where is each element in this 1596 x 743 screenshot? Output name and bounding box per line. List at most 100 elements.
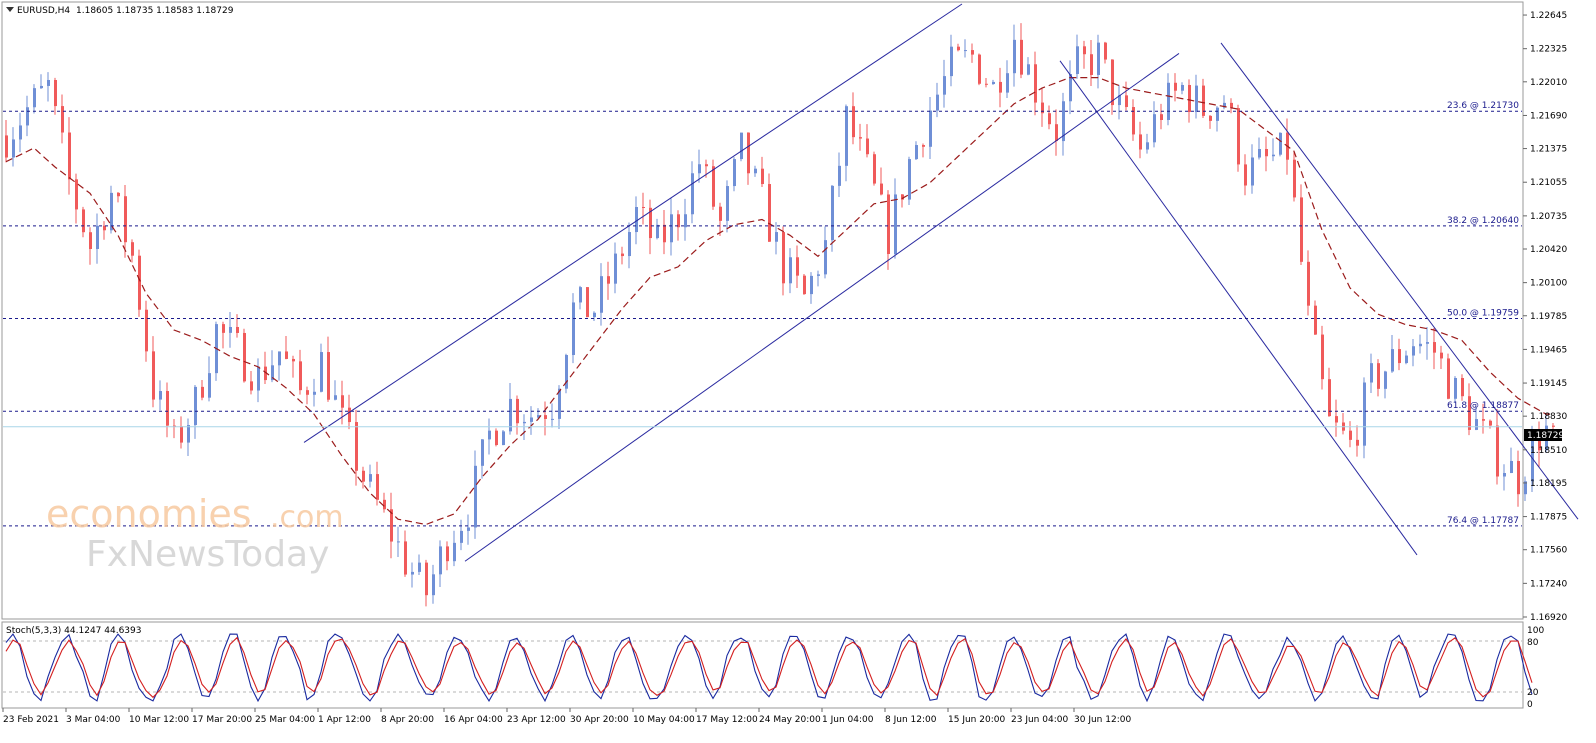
candle-body	[922, 145, 925, 147]
candle-body	[1321, 334, 1324, 380]
candle-body	[334, 395, 337, 400]
candle-body	[1482, 419, 1485, 421]
candle-body	[901, 194, 904, 200]
y-tick-label: 1.18195	[1530, 479, 1567, 489]
candle-body	[292, 358, 295, 362]
candle-body	[68, 132, 71, 180]
candle-body	[1398, 349, 1401, 364]
candle-body	[1377, 363, 1380, 389]
candle-body	[1279, 132, 1282, 155]
candle-body	[355, 422, 358, 471]
fib-level-label: 76.4 @ 1.17787	[1447, 516, 1519, 526]
y-tick-label: 1.17875	[1530, 513, 1567, 523]
stoch-panel[interactable]: Stoch(5,3,3) 44.1247 44.6393 100 80 20 0	[1, 621, 1544, 710]
y-tick-label: 1.18510	[1530, 446, 1567, 456]
candle-body	[579, 287, 582, 303]
candle-body	[201, 386, 204, 398]
candle-body	[1468, 396, 1471, 430]
candle-body	[684, 214, 687, 228]
candle-body	[838, 165, 841, 186]
candle-body	[866, 138, 869, 155]
candle-body	[446, 546, 449, 562]
candle-body	[285, 351, 288, 359]
y-tick-label: 1.19145	[1530, 379, 1567, 389]
candle-body	[117, 192, 120, 197]
trend-channel-line[interactable]	[1059, 60, 1418, 556]
x-tick-label: 15 Jun 20:00	[948, 715, 1005, 725]
candle-body	[1216, 107, 1219, 121]
trend-channel-line[interactable]	[303, 3, 963, 443]
candle-body	[159, 391, 162, 400]
triangle-down-icon[interactable]	[6, 7, 14, 12]
candle-body	[1132, 107, 1135, 135]
candle-body	[495, 430, 498, 446]
x-tick-label: 30 Apr 20:00	[570, 715, 629, 725]
trend-channel-line[interactable]	[1220, 42, 1579, 520]
candle-body	[1454, 377, 1457, 399]
price-axis[interactable]: 1.22645 1.22325 1.22010 1.21690 1.21375 1.210…	[1523, 11, 1567, 623]
candle-body	[656, 224, 659, 239]
candle-body	[453, 542, 456, 562]
candle-body	[726, 186, 729, 221]
candle-body	[691, 173, 694, 215]
candles-layer	[5, 23, 1555, 607]
candle-body	[278, 351, 281, 366]
candle-body	[621, 253, 624, 257]
y-tick-label: 1.21375	[1530, 145, 1567, 155]
candle-body	[474, 465, 477, 528]
candle-body	[551, 418, 554, 420]
candle-body	[61, 106, 64, 133]
watermark-line2: FxNewsToday	[86, 534, 329, 575]
x-tick-label: 10 Mar 12:00	[129, 715, 189, 725]
price-panel[interactable]: 23.6 @ 1.21730 38.2 @ 1.20640 50.0 @ 1.197…	[1, 1, 1579, 620]
candle-body	[509, 398, 512, 432]
candle-body	[628, 232, 631, 257]
x-tick-label: 10 May 04:00	[633, 715, 695, 725]
candle-body	[985, 83, 988, 85]
candle-body	[187, 425, 190, 443]
chart-header[interactable]: EURUSD,H4 1.18605 1.18735 1.18583 1.1872…	[6, 6, 234, 16]
candle-body	[649, 207, 652, 239]
candle-body	[26, 107, 29, 126]
candle-body	[404, 541, 407, 575]
candle-body	[362, 470, 365, 482]
candle-body	[719, 206, 722, 221]
candle-body	[138, 255, 141, 310]
time-axis[interactable]: 23 Feb 2021 3 Mar 04:00 10 Mar 12:00 17 Mar…	[2, 708, 1131, 725]
candle-body	[1307, 261, 1310, 306]
candle-body	[82, 209, 85, 233]
x-tick-label: 25 Mar 04:00	[255, 715, 315, 725]
candle-body	[516, 398, 519, 424]
candle-body	[1020, 39, 1023, 75]
candle-body	[1083, 46, 1086, 55]
candle-body	[166, 391, 169, 426]
candle-body	[1391, 349, 1394, 372]
candle-body	[663, 224, 666, 243]
candle-body	[831, 185, 834, 241]
candle-body	[635, 206, 638, 233]
candle-body	[257, 366, 260, 391]
candle-body	[544, 415, 547, 419]
candle-body	[642, 206, 645, 208]
candle-body	[761, 168, 764, 185]
candle-body	[5, 135, 8, 158]
candle-body	[943, 76, 946, 95]
candle-body	[740, 132, 743, 160]
candle-body	[33, 88, 36, 108]
candle-body	[1405, 355, 1408, 364]
candle-body	[999, 81, 1002, 93]
candle-body	[47, 79, 50, 86]
stoch-axis-0: 0	[1527, 700, 1533, 710]
candle-body	[859, 137, 862, 139]
candle-body	[145, 309, 148, 352]
candle-body	[1153, 114, 1156, 143]
candle-body	[887, 194, 890, 255]
trend-channel-line[interactable]	[464, 53, 1180, 562]
candle-body	[1209, 115, 1212, 121]
candle-body	[96, 225, 99, 249]
y-tick-label: 1.21690	[1530, 111, 1567, 121]
x-tick-label: 23 Apr 12:00	[507, 715, 566, 725]
candle-body	[390, 509, 393, 542]
y-tick-label: 1.17560	[1530, 546, 1567, 556]
